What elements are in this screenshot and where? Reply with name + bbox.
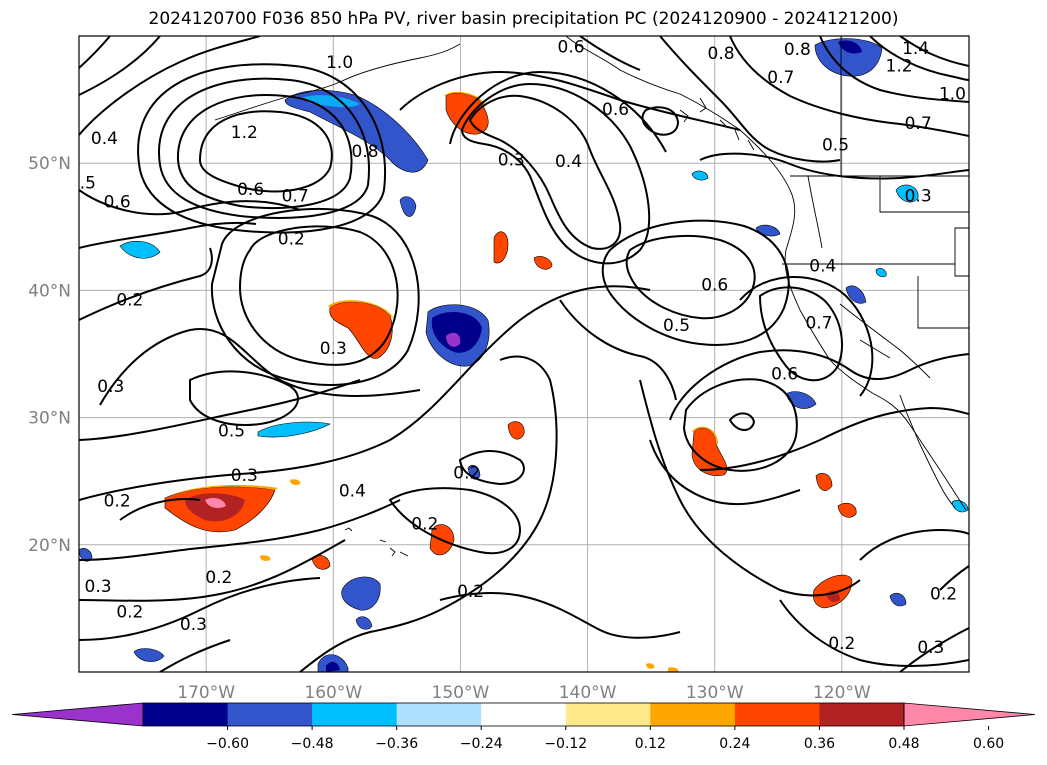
colorbar-segment	[819, 703, 905, 726]
contour-label: 1.0	[939, 85, 966, 105]
lon-tick-label: 120°W	[813, 683, 871, 703]
colorbar-tick-label: 0.48	[888, 736, 919, 752]
colorbar-tick-label: −0.48	[291, 736, 334, 752]
contour-label: 0.2	[116, 291, 143, 311]
contour-label: 0.3	[320, 339, 347, 359]
colorbar-tick-label: −0.12	[544, 736, 587, 752]
contour-label: 0.3	[97, 377, 124, 397]
contour-label: 0.3	[498, 151, 525, 171]
contour-label: 0.6	[237, 180, 264, 200]
contour-label: 0.4	[809, 256, 836, 276]
contour-label: 0.3	[905, 186, 932, 206]
colorbar-segment	[227, 703, 313, 726]
colorbar-segment	[650, 703, 736, 726]
colorbar: −0.60 −0.48 −0.36 −0.24 −0.12 0.12 0.24 0.36 0.4…	[11, 702, 1036, 752]
contour-label: 1.4	[902, 39, 929, 59]
contour-label: 0.7	[282, 186, 309, 206]
contour-labels: 1.01.20.80.4.50.60.6 0.70.20.20.30.30.50.…	[80, 38, 966, 658]
lat-tick-label: 50°N	[28, 154, 71, 174]
colorbar-segment	[312, 703, 398, 726]
colorbar-outline	[142, 702, 905, 727]
lon-tick-label: 130°W	[686, 683, 744, 703]
contour-label: 0.2	[453, 464, 480, 484]
map-title: 2024120700 F036 850 hPa PV, river basin …	[148, 9, 899, 29]
colorbar-tick-label: −0.36	[375, 736, 418, 752]
contour-label: 0.3	[917, 638, 944, 658]
contour-label: 0.2	[930, 584, 957, 604]
contour-label: 0.8	[784, 40, 811, 60]
lon-tick-label: 150°W	[432, 683, 490, 703]
colorbar-extend-low	[11, 702, 144, 727]
contour-label: 0.4	[555, 152, 582, 172]
contour-label: 0.2	[104, 492, 131, 512]
pv-contours	[79, 36, 969, 672]
map-frame	[78, 35, 970, 673]
contour-label: 0.5	[822, 135, 849, 155]
contour-label: 0.6	[771, 364, 798, 384]
contour-label: 0.6	[104, 193, 131, 213]
contour-label: 0.2	[116, 602, 143, 622]
contour-label: 1.2	[231, 123, 258, 143]
contour-label: 0.5	[218, 422, 245, 442]
contour-label: 1.2	[886, 57, 913, 77]
contour-label: 0.3	[85, 577, 112, 597]
lon-tick-label: 160°W	[304, 683, 362, 703]
contour-label: 0.7	[805, 314, 832, 334]
contour-label: 0.4	[339, 481, 366, 501]
contour-label: 1.0	[326, 53, 353, 73]
lat-tick-label: 20°N	[28, 536, 71, 556]
contour-label: 0.4	[91, 129, 118, 149]
contour-label: 0.6	[701, 275, 728, 295]
contour-label: 0.8	[708, 44, 735, 64]
lat-tick-label: 40°N	[28, 281, 71, 301]
colorbar-tick-label: −0.24	[460, 736, 503, 752]
colorbar-tick-label: 0.36	[804, 736, 835, 752]
colorbar-segment	[143, 703, 229, 726]
contour-label: 0.6	[558, 38, 585, 58]
contour-label: 0.2	[205, 568, 232, 588]
contour-label: 0.2	[411, 515, 438, 535]
colorbar-segment	[481, 703, 567, 726]
contour-label: 0.7	[767, 68, 794, 88]
colorbar-extend-high	[903, 702, 1036, 727]
contour-label: 0.5	[663, 316, 690, 336]
colorbar-segment	[396, 703, 482, 726]
colorbar-tick-label: 0.24	[719, 736, 750, 752]
contour-label: 0.3	[180, 615, 207, 635]
lon-tick-label: 170°W	[177, 683, 235, 703]
lon-tick-label: 140°W	[559, 683, 617, 703]
contour-label: .5	[80, 174, 96, 194]
contour-label: 0.2	[828, 634, 855, 654]
colorbar-tick-label: −0.60	[206, 736, 249, 752]
colorbar-tick-label: 0.60	[973, 736, 1004, 752]
contour-label: 0.6	[602, 100, 629, 120]
longitude-labels: 170°W 160°W 150°W 140°W 130°W 120°W	[177, 683, 871, 703]
contour-label: 0.2	[278, 230, 305, 250]
colorbar-segment	[565, 703, 651, 726]
colorbar-tick-label: 0.12	[635, 736, 666, 752]
lat-tick-label: 30°N	[28, 409, 71, 429]
latitude-labels: 50°N 40°N 30°N 20°N	[28, 154, 71, 556]
contour-label: 0.2	[457, 582, 484, 602]
contour-label: 0.3	[231, 466, 258, 486]
contour-label: 0.8	[352, 142, 379, 162]
contour-label: 0.7	[905, 114, 932, 134]
colorbar-segment	[734, 703, 820, 726]
